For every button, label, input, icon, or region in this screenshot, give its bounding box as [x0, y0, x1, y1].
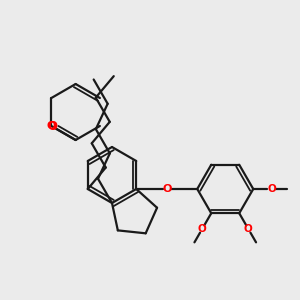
Text: O: O: [47, 120, 57, 133]
Text: O: O: [162, 184, 172, 194]
Text: O: O: [47, 121, 56, 131]
Text: O: O: [198, 224, 206, 234]
Text: O: O: [244, 224, 253, 234]
Text: O: O: [267, 184, 276, 194]
